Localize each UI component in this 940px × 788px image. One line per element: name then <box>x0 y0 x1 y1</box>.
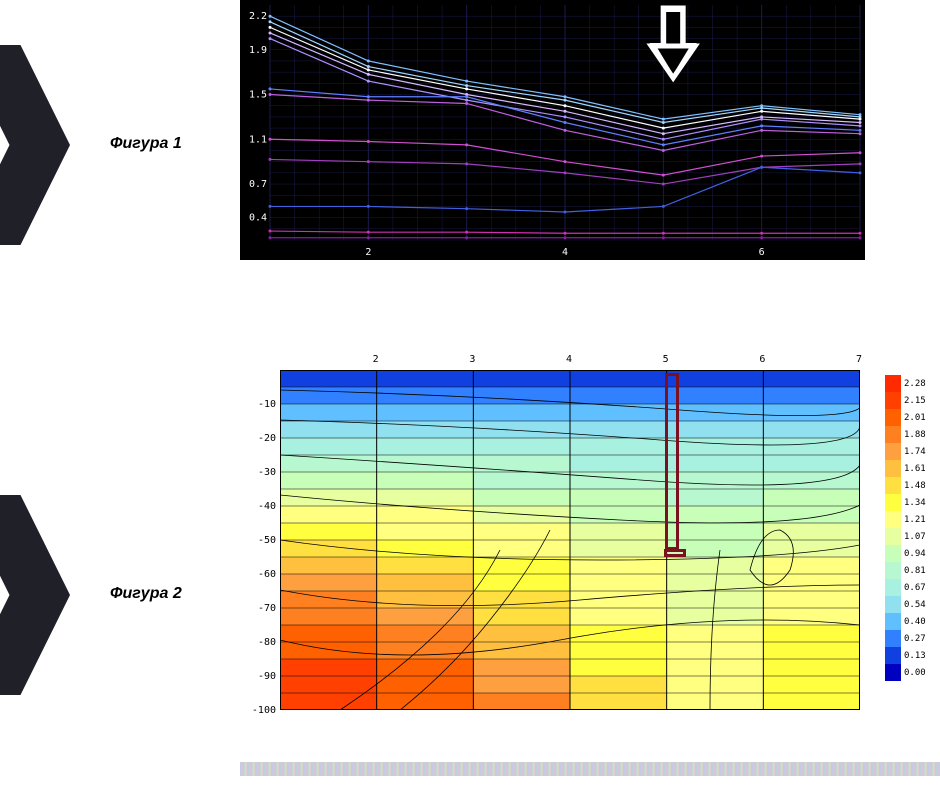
svg-text:2.2: 2.2 <box>249 11 267 22</box>
colorbar-step: 0.94 <box>885 545 940 562</box>
colorbar-step: 1.61 <box>885 460 940 477</box>
svg-text:4: 4 <box>562 247 568 258</box>
noise-strip <box>240 762 940 776</box>
colorbar-step: 0.00 <box>885 664 940 681</box>
svg-text:1.1: 1.1 <box>249 134 267 145</box>
chevron-marker-1 <box>0 45 70 245</box>
colorbar-step: 0.54 <box>885 596 940 613</box>
colorbar-step: 1.07 <box>885 528 940 545</box>
y-tick: -80 <box>242 637 276 648</box>
colorbar: 2.282.152.011.881.741.611.481.341.211.07… <box>885 375 940 681</box>
y-tick: -10 <box>242 399 276 410</box>
svg-text:1.5: 1.5 <box>249 90 267 101</box>
x-tick: 3 <box>469 354 475 365</box>
colorbar-step: 0.67 <box>885 579 940 596</box>
figure2-heatmap: 2.282.152.011.881.741.611.481.341.211.07… <box>240 350 940 730</box>
colorbar-step: 1.21 <box>885 511 940 528</box>
colorbar-step: 0.27 <box>885 630 940 647</box>
figure1-line-chart: 0.4 0.7 1.1 1.5 1.9 2.2 2 4 6 <box>240 0 865 260</box>
colorbar-step: 2.01 <box>885 409 940 426</box>
chevron-marker-2 <box>0 495 70 695</box>
y-tick: -60 <box>242 569 276 580</box>
colorbar-step: 2.15 <box>885 392 940 409</box>
x-tick: 4 <box>566 354 572 365</box>
x-tick: 6 <box>759 354 765 365</box>
x-tick: 2 <box>373 354 379 365</box>
x-tick: 5 <box>663 354 669 365</box>
y-tick: -90 <box>242 671 276 682</box>
colorbar-step: 0.40 <box>885 613 940 630</box>
x-tick: 7 <box>856 354 862 365</box>
svg-text:0.4: 0.4 <box>249 213 267 224</box>
colorbar-step: 1.48 <box>885 477 940 494</box>
y-tick: -70 <box>242 603 276 614</box>
colorbar-step: 0.81 <box>885 562 940 579</box>
figure1-label: Фигура 1 <box>110 135 182 153</box>
colorbar-step: 0.13 <box>885 647 940 664</box>
svg-text:0.7: 0.7 <box>249 179 267 190</box>
colorbar-step: 1.34 <box>885 494 940 511</box>
probe-marker <box>665 373 679 550</box>
svg-text:2: 2 <box>365 247 371 258</box>
y-tick: -100 <box>242 705 276 716</box>
colorbar-step: 1.74 <box>885 443 940 460</box>
y-tick: -50 <box>242 535 276 546</box>
colorbar-step: 2.28 <box>885 375 940 392</box>
y-tick: -40 <box>242 501 276 512</box>
figure2-label: Фигура 2 <box>110 585 182 603</box>
colorbar-step: 1.88 <box>885 426 940 443</box>
y-tick: -30 <box>242 467 276 478</box>
svg-text:1.9: 1.9 <box>249 45 267 56</box>
y-tick: -20 <box>242 433 276 444</box>
svg-text:6: 6 <box>759 247 765 258</box>
